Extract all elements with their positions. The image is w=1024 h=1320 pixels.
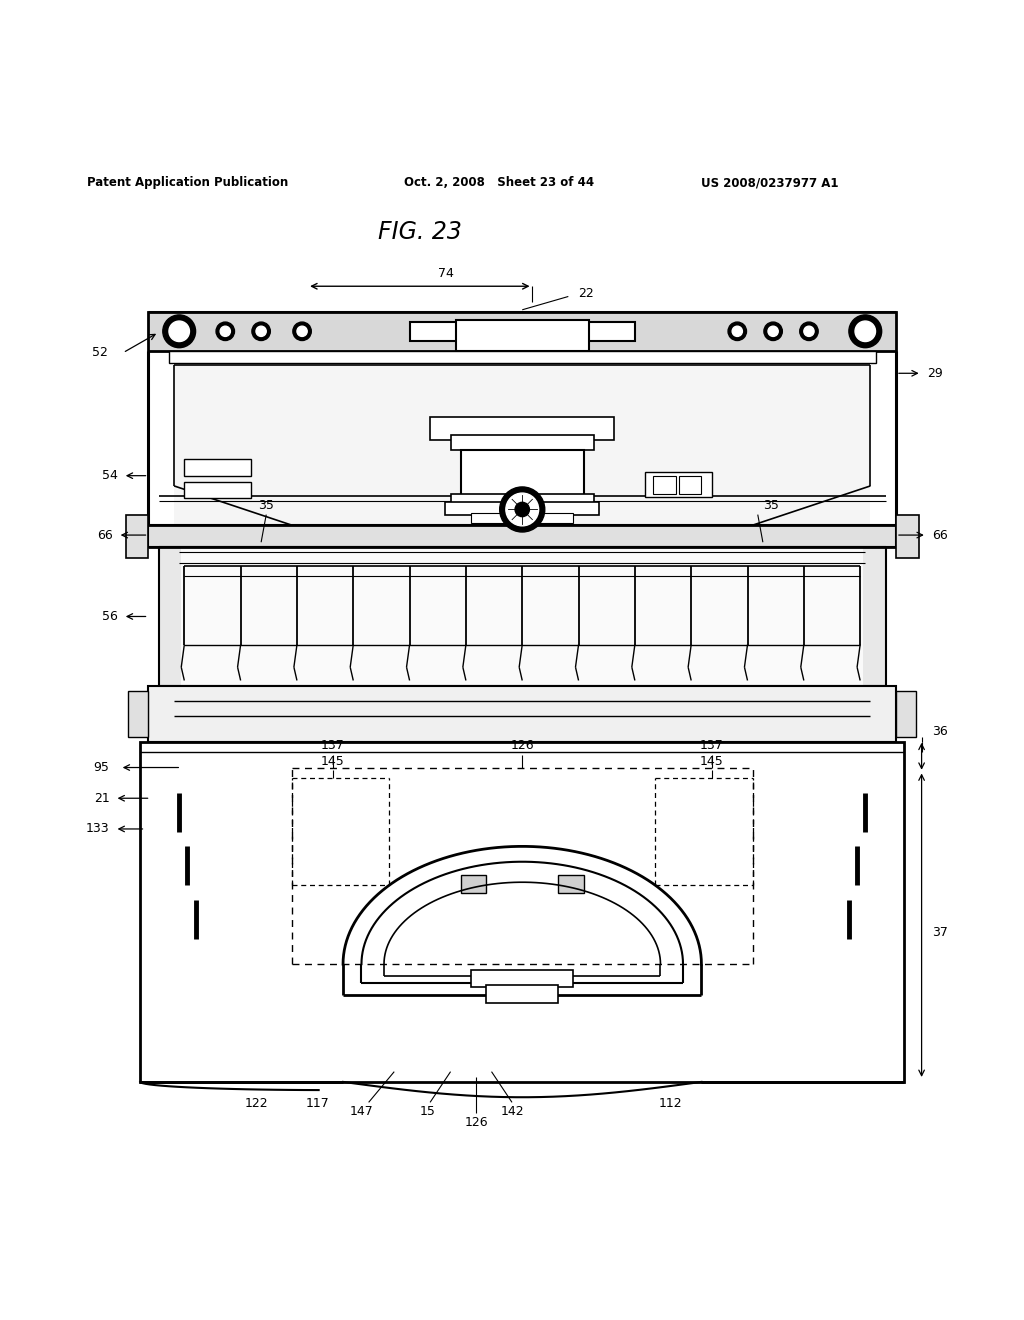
Circle shape [163,315,196,347]
Text: Oct. 2, 2008   Sheet 23 of 44: Oct. 2, 2008 Sheet 23 of 44 [404,177,595,189]
Text: US 2008/0237977 A1: US 2008/0237977 A1 [701,177,839,189]
Circle shape [804,326,814,337]
Bar [679,475,701,494]
Circle shape [216,322,234,341]
Bar [863,548,886,685]
Bar [461,450,584,496]
Text: 133: 133 [86,822,110,836]
Text: 142: 142 [500,1105,524,1118]
Bar [126,515,148,557]
Circle shape [768,326,778,337]
Bar [184,482,251,498]
Text: Patent Application Publication: Patent Application Publication [87,177,289,189]
Bar [653,475,676,494]
Text: 112: 112 [658,1097,683,1110]
Circle shape [764,322,782,341]
Text: 22: 22 [579,286,594,300]
Circle shape [256,326,266,337]
Circle shape [849,315,882,347]
Circle shape [220,326,230,337]
Bar [148,525,896,548]
Text: 126: 126 [464,1115,488,1129]
Text: 95: 95 [93,762,110,774]
Text: 52: 52 [91,346,108,359]
Text: FIG. 23: FIG. 23 [378,220,462,244]
Bar [445,503,599,515]
Bar [169,351,876,363]
Circle shape [515,503,529,516]
Bar [159,548,181,685]
Text: 137: 137 [699,739,724,752]
Bar [184,459,251,475]
Text: 56: 56 [101,610,118,623]
Text: 37: 37 [932,925,948,939]
Bar [558,875,584,894]
Bar [451,434,594,450]
Circle shape [500,487,545,532]
Bar [159,548,886,685]
Text: 21: 21 [94,792,110,805]
Text: 15: 15 [420,1105,436,1118]
Circle shape [855,321,876,342]
Bar [430,417,614,440]
Bar [410,322,635,341]
Circle shape [297,326,307,337]
Text: 137: 137 [321,739,345,752]
Text: 29: 29 [927,367,942,380]
Text: 126: 126 [510,739,535,752]
Bar [128,690,148,737]
Circle shape [293,322,311,341]
Bar [471,970,573,986]
Bar [645,471,712,498]
Bar [896,515,919,557]
Text: 122: 122 [244,1097,268,1110]
Text: 66: 66 [97,528,113,541]
Bar [486,985,558,1003]
Text: 147: 147 [349,1105,374,1118]
Text: 54: 54 [101,469,118,482]
Bar [461,875,486,894]
Text: 74: 74 [437,268,454,280]
Text: 35: 35 [258,499,274,512]
Circle shape [506,494,539,525]
Text: 145: 145 [321,755,345,767]
Text: 36: 36 [932,725,947,738]
Bar [140,742,904,1082]
Circle shape [732,326,742,337]
Bar [148,685,896,742]
Bar [174,366,870,525]
Circle shape [252,322,270,341]
Bar [148,312,896,351]
Text: 117: 117 [305,1097,330,1110]
Circle shape [728,322,746,341]
Text: 145: 145 [699,755,724,767]
Circle shape [169,321,189,342]
Circle shape [800,322,818,341]
Bar [471,512,573,523]
Bar [451,494,594,504]
Text: 66: 66 [932,528,947,541]
Bar [456,319,589,351]
Bar [896,690,916,737]
Text: 35: 35 [763,499,779,512]
